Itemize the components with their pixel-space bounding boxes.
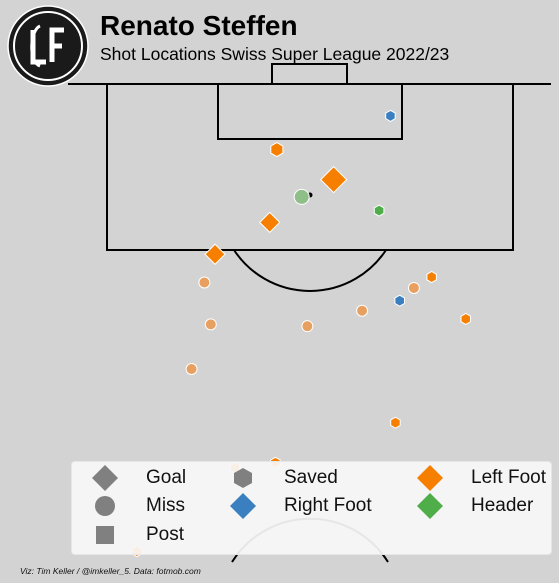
credit-text: Viz: Tim Keller / @imkeller_5. Data: fot… <box>20 566 201 576</box>
shots-layer <box>131 109 471 558</box>
page-subtitle: Shot Locations Swiss Super League 2022/2… <box>100 44 450 64</box>
diamond-icon <box>417 493 443 519</box>
shot-marker-miss <box>185 362 198 375</box>
shot-marker-saved <box>390 416 401 429</box>
diamond-icon <box>92 465 118 491</box>
hexagon-icon <box>234 468 252 488</box>
shot-marker-miss <box>356 304 369 317</box>
legend: Goal Miss Post Saved Right Foot Left Foo… <box>71 461 552 555</box>
legend-item-post: Post <box>88 522 184 548</box>
legend-label-goal: Goal <box>146 467 187 488</box>
legend-item-header: Header <box>413 493 533 519</box>
legend-label-miss: Miss <box>146 495 186 516</box>
legend-label-saved: Saved <box>284 467 338 488</box>
shot-marker-saved <box>373 204 385 217</box>
shot-marker-miss <box>198 276 211 289</box>
shot-marker-miss <box>407 281 420 294</box>
legend-label-right-foot: Right Foot <box>284 495 372 516</box>
page-title: Renato Steffen <box>100 10 298 41</box>
circle-icon <box>95 496 115 516</box>
penalty-arc <box>233 249 387 292</box>
legend-label-header: Header <box>471 495 534 516</box>
diamond-icon <box>417 465 443 491</box>
shot-marker-saved <box>385 109 396 122</box>
legend-label-post: Post <box>146 524 185 545</box>
shot-marker-saved <box>426 270 437 284</box>
shot-marker-goal <box>259 211 281 234</box>
legend-item-left-foot: Left Foot <box>413 465 546 491</box>
six-yard-box <box>217 84 403 140</box>
shot-marker-miss <box>204 318 217 331</box>
legend-item-saved: Saved <box>226 465 338 491</box>
square-icon <box>96 526 114 544</box>
goal-frame <box>271 63 348 85</box>
club-crest-logo <box>7 5 89 87</box>
diamond-icon <box>230 493 256 519</box>
shot-marker-saved <box>460 312 471 325</box>
shot-marker-saved <box>394 294 405 307</box>
penalty-area <box>106 84 514 251</box>
legend-label-left-foot: Left Foot <box>471 467 546 488</box>
shot-marker-saved <box>270 142 284 158</box>
shot-marker-goal <box>319 165 348 194</box>
shot-marker-miss <box>301 320 314 333</box>
legend-item-miss: Miss <box>88 493 185 519</box>
legend-item-goal: Goal <box>88 465 186 491</box>
shot-marker-miss <box>293 188 310 205</box>
shot-marker-goal <box>204 243 226 265</box>
legend-item-right-foot: Right Foot <box>226 493 372 519</box>
